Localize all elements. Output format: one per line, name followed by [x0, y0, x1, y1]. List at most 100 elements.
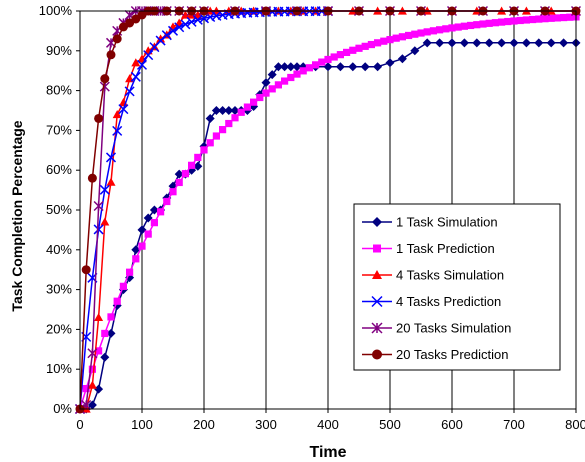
x-tick-label: 700 — [503, 417, 525, 432]
data-point — [448, 24, 456, 32]
data-point — [161, 30, 172, 41]
data-point — [374, 39, 382, 47]
data-point — [99, 81, 110, 92]
series-1-task-prediction — [76, 13, 580, 413]
x-tick-label: 800 — [565, 417, 585, 432]
data-point — [273, 62, 283, 72]
x-tick-label: 0 — [76, 417, 83, 432]
data-point — [541, 15, 549, 23]
data-point — [292, 62, 302, 72]
data-point — [88, 365, 96, 373]
y-tick-label: 10% — [46, 361, 72, 376]
data-point — [553, 14, 561, 22]
data-point — [181, 170, 189, 178]
data-point — [106, 50, 116, 60]
data-point — [348, 62, 358, 72]
data-point — [112, 34, 122, 44]
legend-entry: 4 Tasks Simulation — [362, 268, 504, 283]
data-point — [373, 244, 381, 253]
data-point — [423, 28, 431, 36]
y-tick-label: 30% — [46, 282, 72, 297]
data-point — [87, 380, 97, 389]
data-point — [193, 161, 203, 171]
data-point — [371, 322, 383, 334]
y-tick-label: 100% — [39, 3, 73, 18]
data-point — [106, 177, 116, 186]
data-point — [105, 152, 117, 163]
data-point — [211, 106, 221, 115]
data-point — [218, 106, 228, 115]
data-point — [566, 13, 574, 21]
data-point — [454, 23, 462, 31]
data-point — [230, 106, 240, 115]
data-point — [131, 245, 141, 255]
data-point — [95, 347, 103, 355]
data-point — [225, 119, 233, 128]
y-tick-label: 60% — [46, 162, 72, 177]
data-point — [87, 348, 98, 359]
data-point — [250, 98, 258, 106]
data-point — [100, 352, 110, 362]
data-point — [174, 22, 185, 33]
data-point — [112, 109, 122, 119]
data-point — [143, 50, 154, 61]
data-point — [194, 153, 202, 162]
data-point — [100, 74, 110, 84]
data-point — [287, 73, 295, 82]
legend: 1 Task Simulation 1 Task Prediction 4 Task… — [353, 203, 561, 371]
data-point — [205, 113, 215, 123]
x-tick-label: 400 — [317, 417, 339, 432]
data-point — [94, 384, 104, 394]
data-point — [87, 173, 97, 183]
data-point — [261, 78, 271, 88]
data-point — [330, 53, 338, 61]
legend-label: 20 Tasks Prediction — [396, 347, 509, 362]
data-point — [144, 230, 152, 238]
data-point — [156, 34, 166, 43]
data-point — [175, 178, 183, 187]
data-point — [136, 59, 148, 70]
data-point — [355, 44, 363, 52]
data-point — [460, 22, 468, 30]
data-point — [188, 161, 196, 169]
data-point — [405, 31, 413, 40]
data-point — [262, 89, 270, 97]
legend-entry: 20 Tasks Prediction — [362, 347, 509, 362]
data-point — [82, 384, 90, 393]
data-point — [397, 54, 407, 64]
data-point — [509, 38, 519, 48]
data-point — [237, 108, 245, 116]
data-point — [186, 16, 197, 27]
data-point — [243, 103, 251, 111]
data-point — [335, 62, 345, 72]
data-point — [163, 197, 171, 206]
data-point — [484, 38, 494, 48]
y-tick-label: 50% — [46, 202, 72, 217]
legend-box — [353, 203, 561, 371]
data-point — [417, 29, 425, 37]
data-point — [343, 48, 351, 57]
data-point — [99, 184, 110, 195]
data-point — [521, 38, 531, 48]
legend-label: 1 Task Prediction — [396, 241, 495, 256]
data-point — [547, 14, 555, 22]
data-point — [411, 30, 419, 38]
y-tick-label: 70% — [46, 122, 72, 137]
data-point — [169, 188, 177, 196]
data-point — [119, 282, 127, 290]
data-point — [126, 268, 134, 276]
data-point — [198, 13, 210, 24]
legend-label: 20 Tasks Simulation — [396, 321, 511, 336]
data-point — [442, 25, 450, 33]
data-point — [372, 217, 382, 227]
data-point — [180, 19, 191, 30]
data-point — [274, 81, 282, 89]
data-point — [150, 219, 158, 227]
y-tick-label: 40% — [46, 242, 72, 257]
data-point — [131, 58, 141, 67]
data-point — [81, 265, 91, 275]
data-point — [224, 106, 234, 115]
data-point — [100, 217, 110, 226]
data-point — [286, 62, 296, 72]
data-point — [485, 19, 493, 27]
